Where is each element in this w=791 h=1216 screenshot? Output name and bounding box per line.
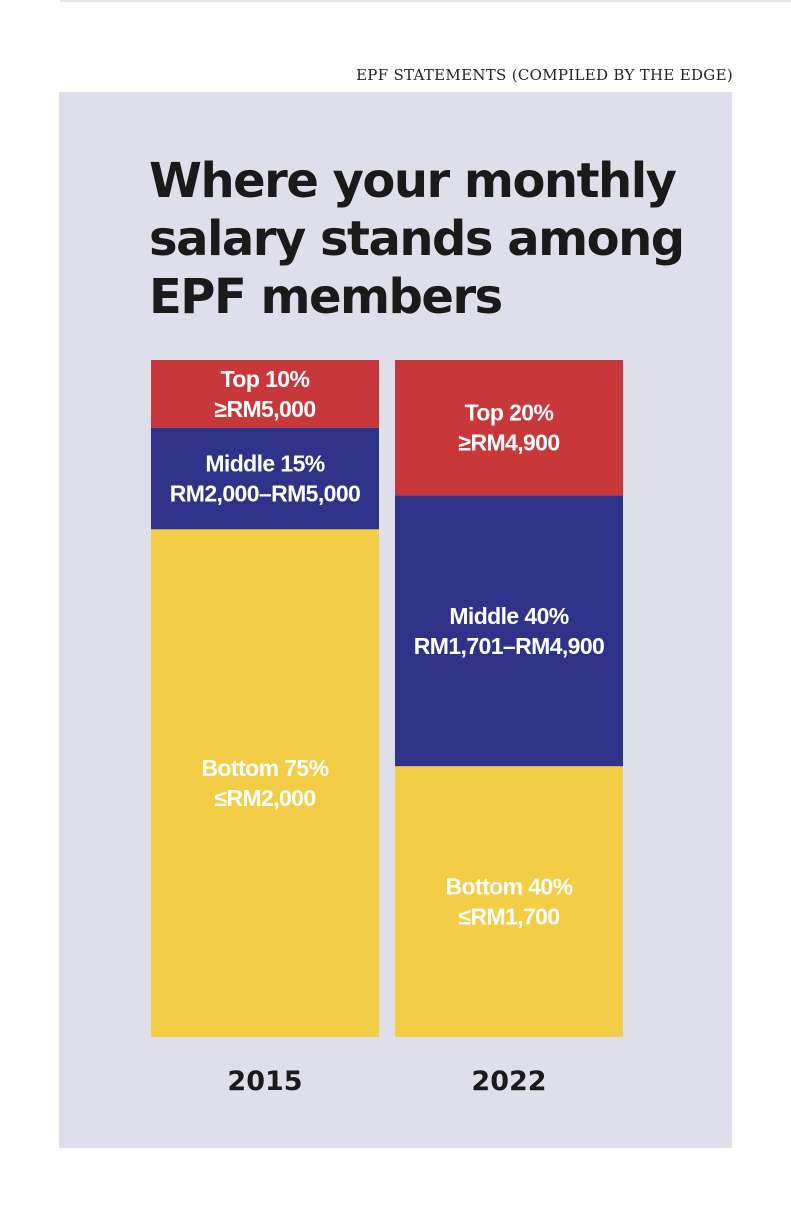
source-credit: EPF STATEMENTS (COMPILED BY THE EDGE) <box>356 66 733 84</box>
bar-segment-2015-middle <box>151 427 379 530</box>
title-line-3: EPF members <box>149 269 503 325</box>
segment-label-2022-middle: Middle 40% <box>449 603 568 629</box>
segment-label-2015-bottom: Bottom 75% <box>202 755 329 781</box>
segment-label-2022-bottom: Bottom 40% <box>446 874 573 900</box>
bar-segment-2022-top <box>395 360 623 496</box>
bar-segment-2015-top <box>151 360 379 428</box>
top-rule <box>60 0 791 2</box>
segment-range-2022-top: ≥RM4,900 <box>458 430 559 456</box>
segment-range-2015-bottom: ≤RM2,000 <box>214 785 315 811</box>
chart-title: Where your monthly salary stands among E… <box>149 152 685 326</box>
title-line-2: salary stands among <box>149 211 685 267</box>
title-line-1: Where your monthly <box>149 153 677 209</box>
bar-segment-2015-bottom <box>151 529 379 1037</box>
segment-range-2022-middle: RM1,701–RM4,900 <box>414 633 604 659</box>
segment-range-2015-top: ≥RM5,000 <box>214 396 315 422</box>
bar-segment-2022-bottom <box>395 766 623 1037</box>
segment-range-2022-bottom: ≤RM1,700 <box>458 904 559 930</box>
segment-label-2022-top: Top 20% <box>465 400 554 426</box>
bar-segment-2022-middle <box>395 495 623 767</box>
stacked-bar-chart: Bottom 75% ≤RM2,000 Middle 15% RM2,000–RM5,… <box>151 360 623 1097</box>
chart-panel: Where your monthly salary stands among E… <box>59 92 732 1148</box>
segment-range-2015-middle: RM2,000–RM5,000 <box>170 480 360 506</box>
year-label-2015: 2015 <box>227 1066 302 1097</box>
year-label-2022: 2022 <box>471 1066 546 1097</box>
segment-label-2015-middle: Middle 15% <box>205 450 324 476</box>
segment-label-2015-top: Top 10% <box>221 366 310 392</box>
